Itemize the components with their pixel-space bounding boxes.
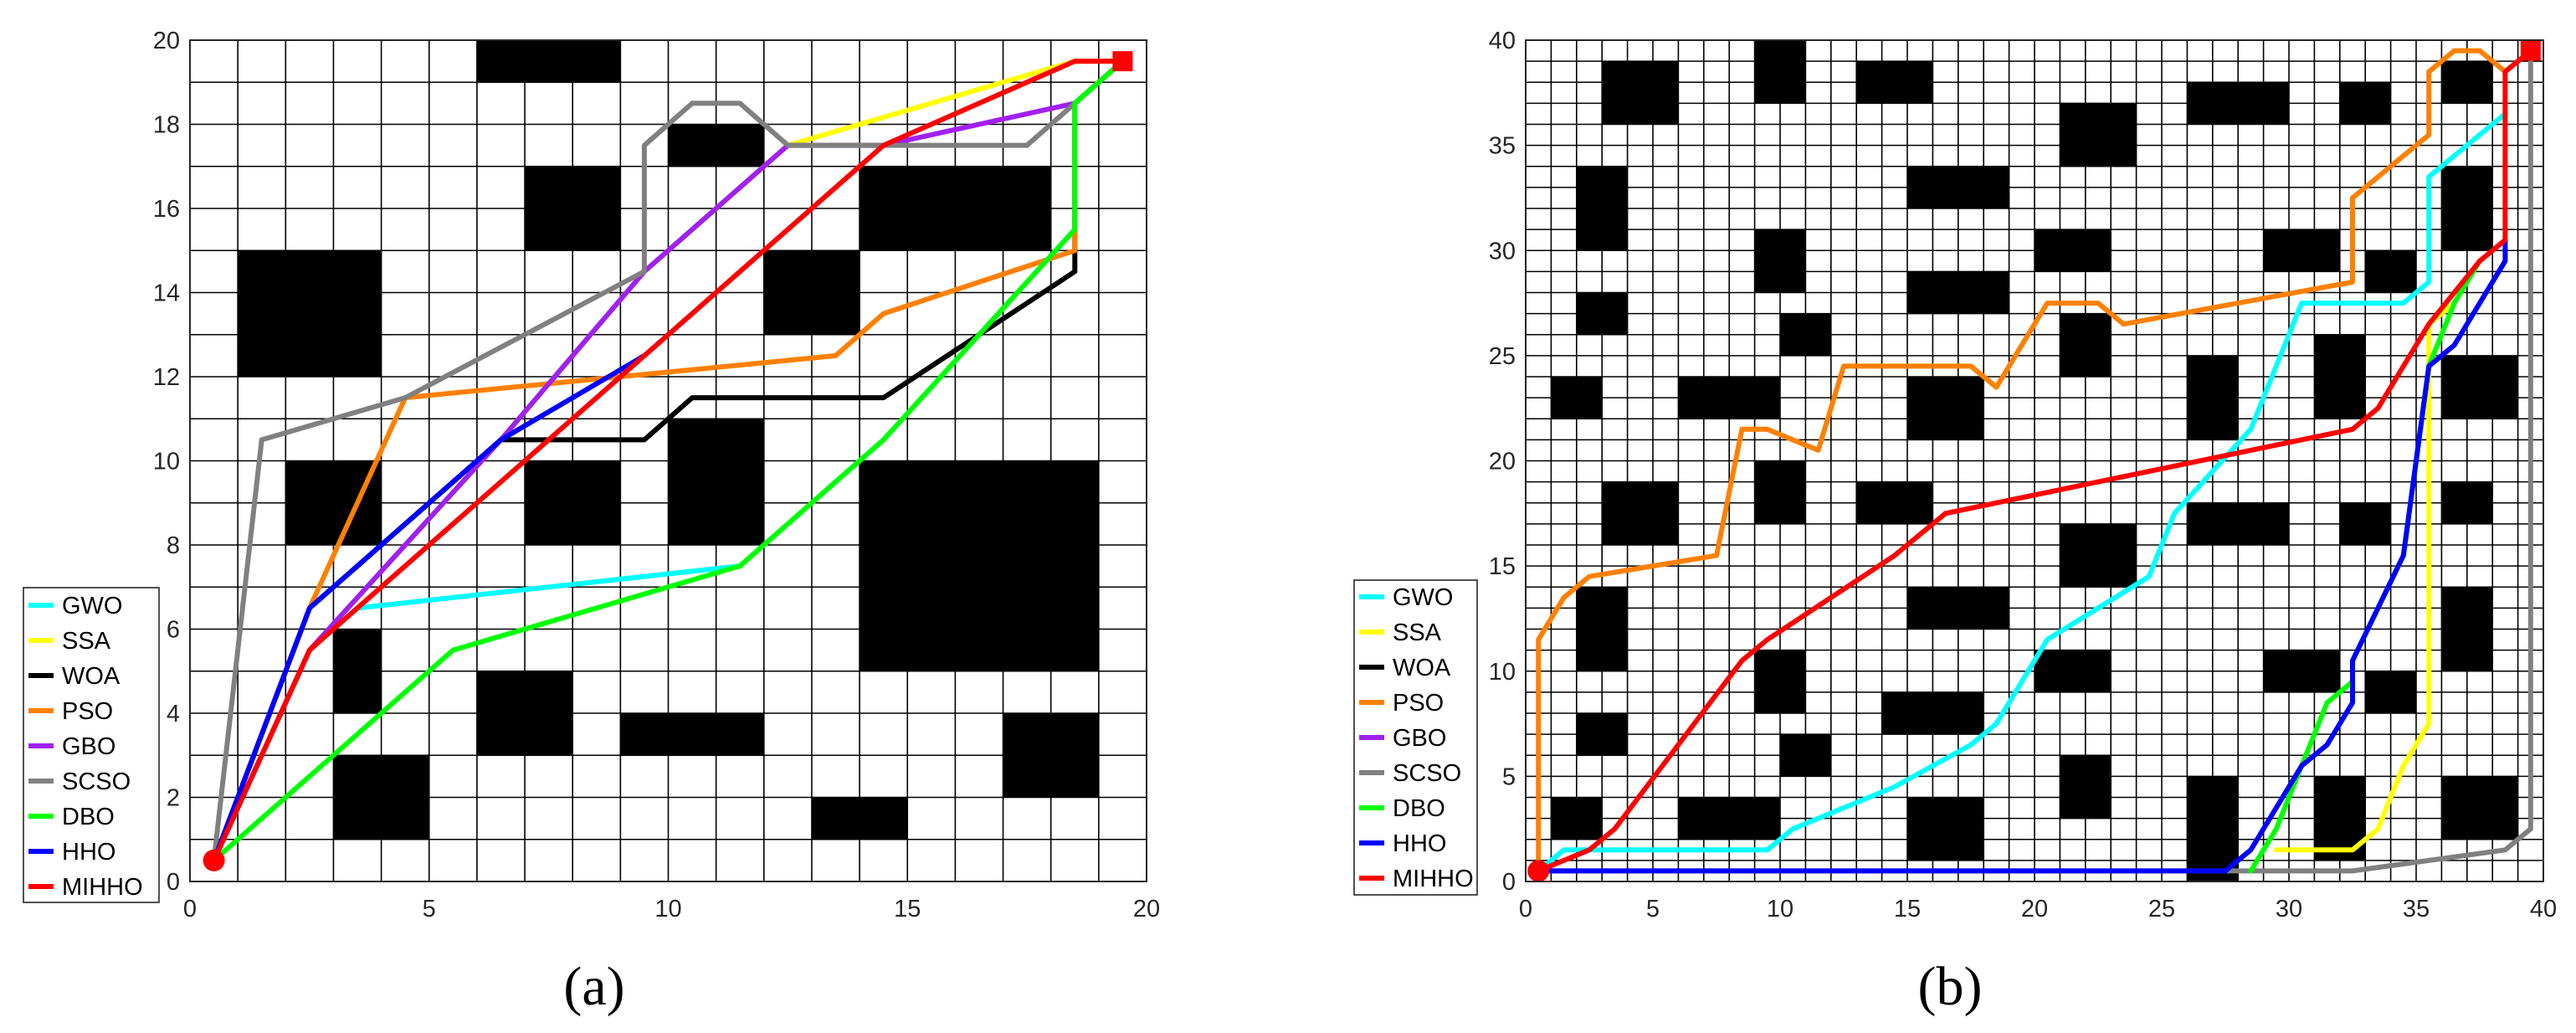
y-tick-label: 16 <box>153 196 180 223</box>
obstacle-cell <box>238 250 382 377</box>
y-tick-label: 18 <box>153 112 180 139</box>
panel-a-label: (a) <box>563 956 624 1017</box>
y-tick-label: 35 <box>1489 133 1516 160</box>
legend-label-dbo: DBO <box>62 804 115 830</box>
legend-label-ssa: SSA <box>62 628 111 655</box>
y-tick-label: 2 <box>167 785 180 812</box>
y-tick-label: 0 <box>1502 869 1516 896</box>
y-tick-label: 4 <box>167 701 180 727</box>
y-tick-label: 20 <box>153 28 180 54</box>
x-tick-label: 35 <box>2403 896 2430 923</box>
legend-label-gbo: GBO <box>1393 725 1446 752</box>
grid-lines <box>1525 39 2544 882</box>
y-tick-label: 14 <box>153 280 180 307</box>
x-tick-label: 5 <box>423 896 436 923</box>
y-tick-label: 10 <box>1489 659 1516 686</box>
legend-label-ssa: SSA <box>1393 619 1442 646</box>
series-path-scso <box>211 59 1126 863</box>
y-tick-label: 40 <box>1489 28 1516 54</box>
x-tick-label: 40 <box>2530 896 2557 923</box>
y-tick-label: 6 <box>167 617 180 644</box>
start-marker <box>1527 860 1550 882</box>
x-tick-label: 15 <box>894 896 921 923</box>
series-path-mihho <box>211 59 1126 863</box>
obstacle-cell <box>2060 523 2137 588</box>
series-path-hho <box>211 352 647 863</box>
x-tick-label: 10 <box>654 896 681 923</box>
legend-label-pso: PSO <box>1393 690 1444 717</box>
series-path-pso <box>1536 48 2533 874</box>
obstacle-cell <box>860 460 1099 671</box>
y-tick-label: 15 <box>1489 553 1516 580</box>
y-tick-label: 0 <box>167 869 180 896</box>
x-tick-label: 5 <box>1646 896 1660 923</box>
obstacle-cell <box>2441 776 2518 840</box>
legend: GWO SSA WOA PSO GBO SCSO DBO HHO MIHHO <box>1353 579 1478 896</box>
panel-a-chart: 0 5 10 15 20 0 2 4 6 8 10 12 14 16 18 20 GWO SSA WOA PSO GBO… <box>23 28 1160 923</box>
axes-box <box>189 39 1147 882</box>
x-tick-label: 25 <box>2148 896 2175 923</box>
legend-label-scso: SCSO <box>62 768 131 795</box>
y-tick-label: 25 <box>1489 343 1516 370</box>
legend-label-woa: WOA <box>62 663 121 690</box>
start-marker <box>203 849 225 871</box>
y-tick-label: 12 <box>153 364 180 391</box>
obstacle-cell <box>2441 355 2518 419</box>
legend-label-mihho: MIHHO <box>62 874 143 901</box>
series-path-gwo <box>1536 110 2508 874</box>
x-tick-label: 20 <box>1133 896 1160 923</box>
x-tick-label: 15 <box>1894 896 1921 923</box>
y-tick-label: 30 <box>1489 238 1516 265</box>
obstacle-cell <box>1907 377 1984 440</box>
legend-label-dbo: DBO <box>1393 795 1445 822</box>
x-tick-label: 10 <box>1767 896 1793 923</box>
panel-b-chart: 0 5 10 15 20 25 30 35 40 0 5 10 15 20 25 30 35 40 GWO SSA WO… <box>1353 28 2557 923</box>
obstacle-cell <box>2060 103 2137 167</box>
x-tick-label: 0 <box>183 896 197 923</box>
y-tick-label: 10 <box>153 449 180 475</box>
series-path-mihho <box>1536 48 2533 874</box>
obstacle-cell <box>476 40 621 83</box>
obstacle-cell <box>620 713 764 756</box>
legend-label-gbo: GBO <box>62 733 115 760</box>
axes-box <box>1525 39 2544 882</box>
legend-label-scso: SCSO <box>1393 760 1461 787</box>
legend-label-mihho: MIHHO <box>1393 866 1474 892</box>
goal-marker <box>1112 51 1133 72</box>
goal-marker <box>2520 40 2541 61</box>
series-path-dbo <box>211 59 1126 863</box>
legend-label-pso: PSO <box>62 698 113 725</box>
series-path-gbo <box>211 59 1126 863</box>
y-tick-label: 5 <box>1502 763 1516 790</box>
x-tick-label: 20 <box>2021 896 2048 923</box>
y-tick-label: 20 <box>1489 449 1516 475</box>
series-path-hho <box>1536 237 2508 874</box>
x-tick-label: 30 <box>2276 896 2302 923</box>
legend-label-hho: HHO <box>62 839 115 866</box>
x-tick-label: 0 <box>1519 896 1532 923</box>
obstacle-cell <box>1907 797 1984 861</box>
legend-label-hho: HHO <box>1393 830 1446 857</box>
legend-label-gwo: GWO <box>1393 584 1454 611</box>
obstacle-cell <box>1602 61 1679 125</box>
y-tick-label: 8 <box>167 532 180 559</box>
legend-label-woa: WOA <box>1393 655 1451 681</box>
panel-b-label: (b) <box>1918 956 1983 1017</box>
legend: GWO SSA WOA PSO GBO SCSO DBO HHO MIHHO <box>23 587 160 903</box>
legend-label-gwo: GWO <box>62 593 123 619</box>
obstacle-cell <box>1602 481 1679 545</box>
